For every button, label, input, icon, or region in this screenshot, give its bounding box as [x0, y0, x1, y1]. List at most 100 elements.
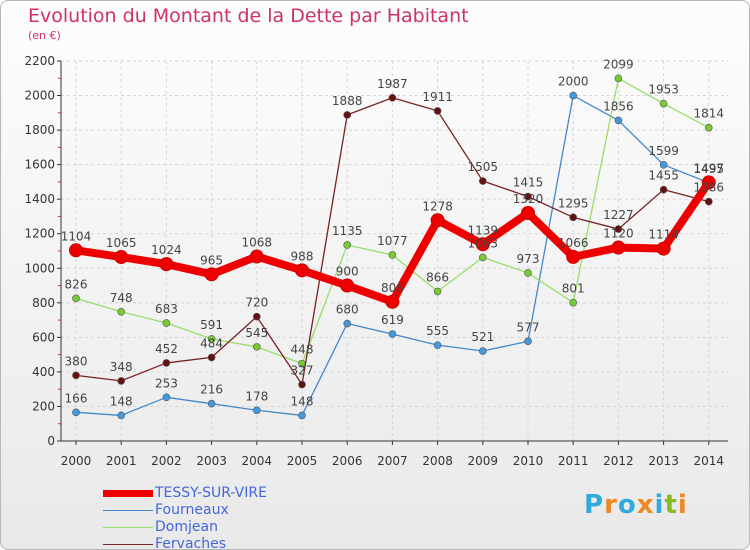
- data-label: 1505: [468, 160, 499, 174]
- logo-letter: x: [636, 490, 655, 520]
- data-point: [524, 269, 532, 277]
- data-label: 720: [245, 296, 268, 310]
- legend-label: Fourneaux: [155, 502, 229, 518]
- x-tick-label: 2013: [648, 454, 679, 468]
- data-label: 619: [381, 313, 404, 327]
- data-label: 1066: [558, 236, 589, 250]
- x-tick-label: 2007: [377, 454, 408, 468]
- x-tick-label: 2003: [196, 454, 227, 468]
- y-tick-label: 1000: [24, 261, 55, 275]
- data-point: [162, 359, 171, 367]
- x-tick-label: 2005: [287, 454, 318, 468]
- legend-label: TESSY-SUR-VIRE: [155, 485, 267, 501]
- data-point: [117, 411, 125, 420]
- x-tick-label: 2012: [603, 454, 634, 468]
- data-label: 452: [155, 342, 178, 356]
- data-point: [253, 312, 261, 321]
- data-label: 216: [200, 383, 223, 397]
- data-label: 1455: [648, 169, 679, 183]
- legend-swatch: [103, 510, 153, 511]
- data-label: 1024: [151, 243, 182, 257]
- data-label: 1856: [603, 99, 634, 113]
- data-point: [656, 241, 671, 256]
- y-tick-label: 400: [32, 365, 55, 379]
- data-point: [204, 267, 219, 282]
- data-point: [614, 116, 623, 125]
- data-label: 1068: [242, 236, 273, 250]
- data-point: [388, 330, 397, 338]
- y-tick-label: 1600: [24, 158, 55, 172]
- y-tick-label: 0: [47, 434, 55, 448]
- data-label: 680: [336, 303, 359, 317]
- data-point: [249, 249, 264, 264]
- data-label: 1139: [468, 223, 499, 237]
- y-tick-label: 200: [32, 399, 55, 413]
- data-label: 801: [562, 282, 585, 296]
- data-point: [659, 185, 668, 194]
- data-label: 1104: [61, 229, 92, 243]
- data-label: 178: [245, 389, 268, 403]
- data-label: 555: [426, 324, 449, 338]
- data-label: 380: [65, 354, 88, 368]
- data-label: 1888: [332, 94, 363, 108]
- y-tick-label: 800: [32, 296, 55, 310]
- data-label: 148: [110, 394, 133, 408]
- data-point: [253, 343, 261, 351]
- data-point: [253, 406, 261, 415]
- data-label: 1415: [513, 176, 544, 190]
- y-tick-label: 600: [32, 330, 55, 344]
- x-tick-label: 2006: [332, 454, 363, 468]
- logo-letter: t: [664, 490, 678, 520]
- data-point: [162, 319, 171, 327]
- data-point: [478, 177, 487, 185]
- legend-swatch: [103, 527, 153, 528]
- data-label: 1295: [558, 196, 589, 210]
- legend-label: Domjean: [155, 519, 218, 535]
- legend-swatch: [103, 490, 153, 497]
- data-label: 591: [200, 318, 223, 332]
- data-point: [569, 91, 578, 100]
- data-label: 900: [336, 265, 359, 279]
- data-point: [388, 93, 397, 102]
- data-label: 1114: [648, 228, 679, 242]
- data-point: [162, 393, 171, 402]
- logo-letter: i: [654, 490, 665, 520]
- data-label: 327: [291, 364, 314, 378]
- logo-letter: o: [617, 490, 637, 520]
- data-point: [614, 225, 623, 233]
- data-point: [433, 341, 442, 349]
- data-label: 973: [517, 252, 540, 266]
- data-point: [117, 307, 125, 316]
- data-point: [69, 243, 83, 258]
- data-label: 866: [426, 270, 449, 284]
- y-tick-label: 1200: [24, 227, 55, 241]
- data-label: 1599: [648, 144, 679, 158]
- data-point: [159, 257, 174, 272]
- data-point: [704, 197, 713, 206]
- x-tick-label: 2009: [468, 454, 499, 468]
- x-tick-label: 2004: [242, 454, 273, 468]
- data-point: [207, 353, 216, 362]
- data-label: 1497: [694, 161, 725, 175]
- data-point: [114, 250, 129, 265]
- data-label: 1495: [694, 162, 725, 176]
- data-point: [295, 263, 309, 278]
- logo-letter: P: [584, 490, 605, 520]
- data-point: [117, 377, 125, 385]
- data-point: [207, 399, 216, 408]
- x-tick-label: 2014: [694, 454, 725, 468]
- data-label: 806: [381, 281, 404, 295]
- data-label: 826: [65, 277, 88, 291]
- data-label: 1987: [377, 77, 408, 91]
- data-label: 683: [155, 302, 178, 316]
- data-point: [430, 213, 445, 228]
- data-point: [72, 294, 80, 303]
- chart-subtitle: (en €): [28, 29, 61, 42]
- data-point: [569, 298, 578, 307]
- data-point: [566, 249, 581, 264]
- data-point: [478, 347, 487, 355]
- data-label: 988: [291, 249, 314, 263]
- data-label: 748: [110, 291, 133, 305]
- logo-letter: i: [677, 490, 688, 520]
